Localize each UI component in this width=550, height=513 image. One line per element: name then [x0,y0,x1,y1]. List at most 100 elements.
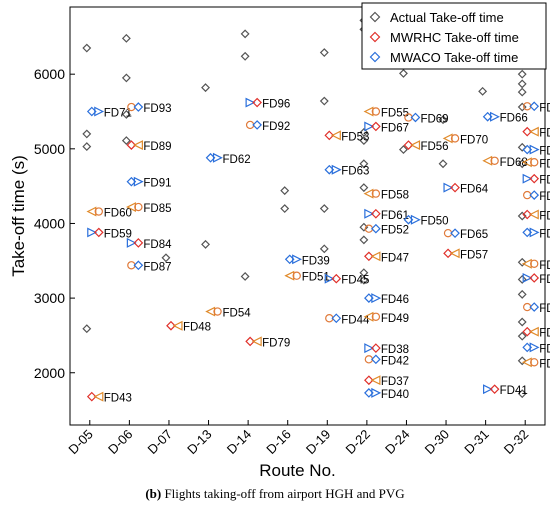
flight-mwrhc-point [284,270,295,281]
actual-takeoff-point [517,317,527,327]
flight-mwaco-point [371,208,381,219]
flight-label: FD65 [460,229,488,241]
flight-label: FD50 [420,216,448,228]
x-tick-label: D-19 [303,427,334,458]
actual-takeoff-point [359,235,369,245]
flight-label: FD59 [104,228,132,240]
flight-label: FD51 [302,272,330,284]
flight-mwrhc-point [126,140,137,150]
flight-label: FD39 [302,255,330,267]
flight-mwrhc-point [324,130,335,141]
flight-mwaco-point [490,156,499,165]
actual-takeoff-point [399,68,408,78]
flight-label: FD41 [500,385,528,397]
flight-mwaco-point [489,384,500,395]
actual-takeoff-point [438,115,448,125]
flight-mwaco-point [529,227,540,238]
legend-label: Actual Take-off time [390,10,504,25]
flight-label: FD80 [539,274,550,286]
flight-mwrhc-point [522,126,533,137]
flight-label: FD42 [381,355,409,367]
flight-label: FD67 [381,122,409,134]
x-tick-label: D-30 [422,427,453,458]
flight-label: FD52 [381,225,409,237]
y-tick-label: 2000 [34,365,65,381]
flight-label: FD89 [143,141,171,153]
flight-mwaco-point [529,173,540,184]
flight-label: FD91 [143,178,171,190]
flight-label: FD70 [460,134,488,146]
flight-mwaco-point [371,312,381,321]
flight-mwaco-point [530,358,539,367]
flight-mwaco-point [410,140,421,151]
flight-label: FD87 [143,261,171,273]
flight-mwaco-point [371,354,381,365]
actual-takeoff-point [121,110,131,119]
flight-label: FD49 [381,313,409,325]
actual-takeoff-point [82,129,92,139]
x-tick-label: D-24 [382,427,413,458]
flight-label: FD58 [381,190,409,202]
x-tick-label: D-06 [105,427,136,458]
actual-takeoff-point [82,142,92,152]
flight-mwrhc-point [522,272,533,283]
actual-takeoff-point [438,159,448,169]
flight-label: FD57 [460,249,488,261]
actual-takeoff-point [359,127,369,137]
flight-mwrhc-point [324,273,335,284]
flight-mwrhc-point [522,173,533,184]
flight-label: FD86 [539,191,550,203]
flight-mwrhc-point [87,227,98,238]
flight-label: FD92 [262,121,290,133]
legend-label: MWRHC Take-off time [390,30,519,45]
flight-mwaco-point [528,126,539,137]
flight-mwaco-point [93,227,104,238]
flight-mwrhc-point [363,106,374,117]
flight-mwaco-point [529,190,540,200]
flight-label: FD88 [539,146,550,158]
flight-label: FD96 [262,99,290,111]
actual-takeoff-point [517,69,527,79]
flight-mwaco-point [331,313,342,324]
flight-mwrhc-point [403,140,414,150]
flight-label: FD48 [183,322,211,334]
flight-mwaco-point [133,238,144,248]
actual-takeoff-point [319,244,329,254]
x-tick-label: D-16 [263,427,294,458]
actual-takeoff-point [240,29,250,39]
flight-mwaco-point [450,182,460,193]
flight-mwrhc-point [522,326,533,337]
flight-mwaco-point [529,302,540,312]
legend-marker [369,11,381,23]
flight-mwaco-point [371,343,381,353]
flight-mwaco-point [529,273,540,283]
flight-mwrhc-point [364,343,375,354]
flight-mwaco-point [213,307,222,316]
x-tick-label: D-07 [145,427,176,458]
flight-label: FD60 [104,208,132,220]
flight-label: FD38 [381,344,409,356]
actual-takeoff-point [517,356,527,366]
flight-label: FD79 [262,337,290,349]
flight-mwrhc-point [126,237,137,248]
flight-label: FD55 [381,108,409,120]
flight-mwaco-point [530,158,539,167]
actual-takeoff-point [359,275,369,285]
flight-mwrhc-point [522,209,533,220]
flight-mwrhc-point [245,97,256,108]
actual-takeoff-point [359,183,369,193]
flight-label: FD45 [341,275,369,287]
flight-mwaco-point [450,134,460,143]
actual-takeoff-point [240,272,250,281]
actual-takeoff-point [359,159,369,169]
flight-mwrhc-point [364,121,375,132]
flight-label: FD71 [104,108,132,120]
flight-label: FD75 [539,358,550,370]
actual-takeoff-point [399,145,408,155]
x-tick-label: D-22 [342,427,373,458]
flight-mwaco-point [292,271,301,280]
flight-mwaco-point [134,202,143,212]
flight-mwaco-point [529,342,540,353]
y-tick-label: 5000 [34,141,65,157]
